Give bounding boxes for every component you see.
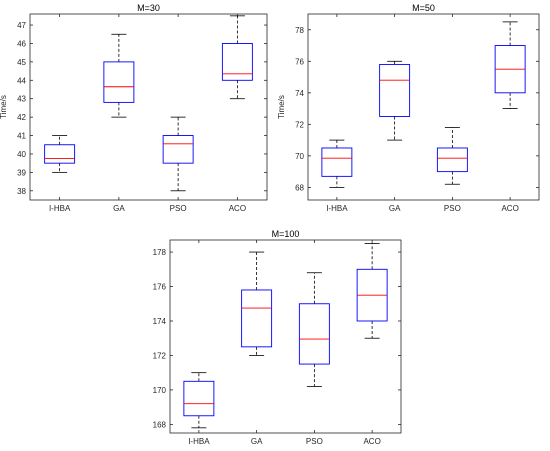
y-axis-label: Time/s	[277, 95, 286, 119]
iqr-box	[183, 380, 215, 417]
y-tick-label: 176	[153, 283, 167, 292]
y-tick-label: 39	[17, 168, 26, 177]
iqr-box	[162, 135, 194, 164]
iqr-box	[379, 63, 411, 117]
x-tick-label: ACO	[501, 204, 518, 213]
box-aco	[221, 15, 253, 100]
y-tick-label: 74	[295, 89, 304, 98]
x-tick-label: ACO	[229, 204, 246, 213]
x-tick-label: I-HBA	[49, 204, 71, 213]
y-tick-label: 70	[295, 152, 304, 161]
y-tick-label: 178	[153, 248, 167, 257]
chart-title: M=100	[272, 229, 300, 239]
y-tick-label: 68	[295, 183, 304, 192]
x-tick-label: ACO	[363, 437, 380, 446]
box-aco	[356, 243, 388, 339]
axes-frame	[29, 13, 268, 201]
x-tick-label: GA	[251, 437, 263, 446]
x-tick-label: I-HBA	[188, 437, 210, 446]
y-tick-label: 78	[295, 26, 304, 35]
iqr-box	[298, 303, 330, 365]
iqr-box	[44, 144, 76, 164]
x-tick-label: PSO	[170, 204, 187, 213]
y-tick-label: 168	[153, 420, 167, 429]
subplot-2: M=50 Time/s 68 70 72 74 76 78 I-HBA GA PSO ACO	[277, 3, 540, 213]
box-aco	[494, 21, 526, 109]
x-tick-label: PSO	[444, 204, 461, 213]
y-tick-label: 43	[17, 95, 26, 104]
axes-frame	[307, 13, 540, 201]
y-tick-label: 42	[17, 113, 26, 122]
subplot-1: M=30 Time/s 38 39 40 41 42 43 44 45 46 47 I-HBA GA PSO…	[0, 3, 268, 213]
box-pso	[162, 116, 194, 192]
y-tick-label: 45	[17, 58, 26, 67]
box-ga	[379, 60, 411, 141]
box-i-hba	[183, 372, 215, 429]
subplot-3: M=100 168 170 172 174 176 178 I-HBA GA PSO ACO	[153, 229, 402, 446]
box-ga	[241, 251, 273, 356]
chart-title: M=50	[412, 3, 435, 13]
y-tick-label: 76	[295, 57, 304, 66]
iqr-box	[321, 147, 353, 177]
y-tick-label: 72	[295, 120, 304, 129]
y-axis-label: Time/s	[0, 95, 8, 119]
y-tick-label: 170	[153, 386, 167, 395]
box-pso	[436, 127, 468, 185]
iqr-box	[241, 289, 273, 348]
y-tick-label: 44	[17, 76, 26, 85]
box-ga	[103, 33, 135, 118]
box-i-hba	[321, 139, 353, 188]
x-tick-label: PSO	[306, 437, 323, 446]
chart-title: M=30	[137, 3, 160, 13]
y-tick-label: 46	[17, 39, 26, 48]
y-tick-label: 47	[17, 21, 26, 30]
iqr-box	[103, 61, 135, 103]
y-tick-label: 38	[17, 187, 26, 196]
x-tick-label: GA	[113, 204, 125, 213]
y-tick-label: 40	[17, 150, 26, 159]
x-tick-label: GA	[389, 204, 401, 213]
x-tick-label: I-HBA	[326, 204, 348, 213]
axes-frame	[169, 239, 402, 434]
iqr-box	[221, 43, 253, 81]
box-pso	[298, 272, 330, 387]
y-tick-label: 174	[153, 317, 167, 326]
y-tick-label: 41	[17, 132, 26, 141]
y-tick-label: 172	[153, 351, 167, 360]
iqr-box	[436, 147, 468, 173]
box-i-hba	[44, 135, 76, 173]
